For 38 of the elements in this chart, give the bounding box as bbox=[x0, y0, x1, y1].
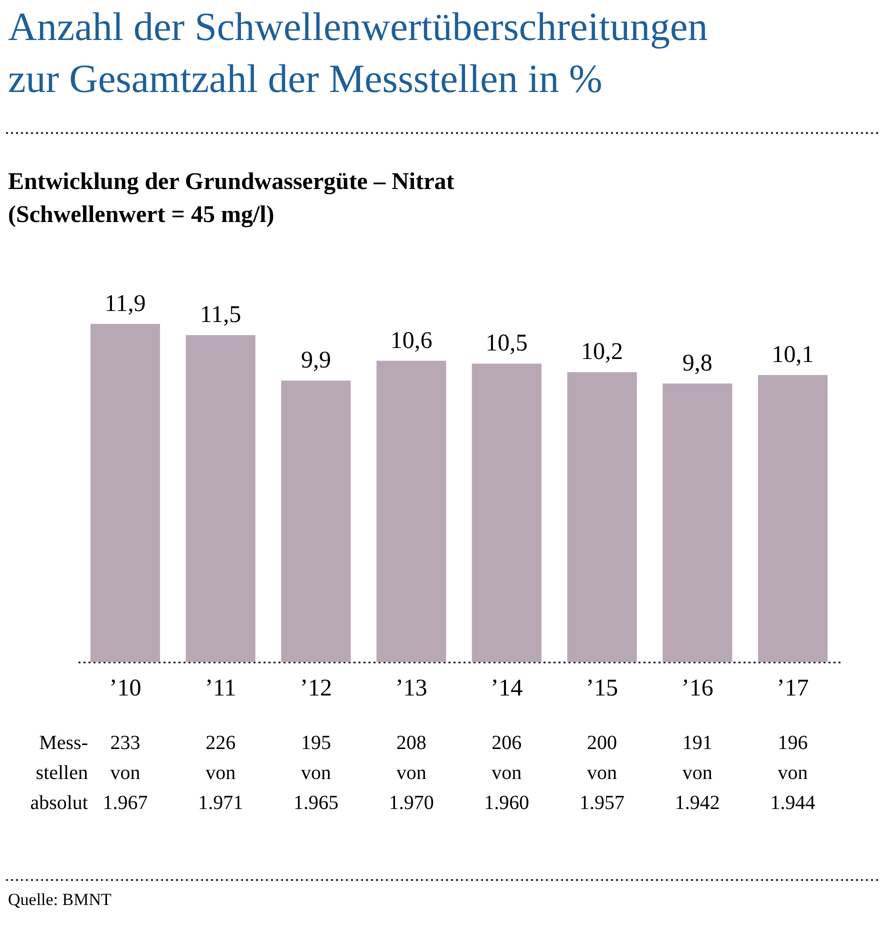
bar bbox=[472, 364, 542, 662]
x-tick-label: ’17 bbox=[776, 676, 809, 702]
x-tick-label: ’14 bbox=[490, 676, 523, 702]
text: 200 von 1.957 bbox=[580, 732, 625, 814]
x-tick-label: ’16 bbox=[681, 676, 714, 702]
bar bbox=[662, 383, 732, 662]
text: 206 von 1.960 bbox=[484, 732, 530, 814]
bar bbox=[376, 360, 446, 662]
text: 233 von 1.967 bbox=[102, 732, 148, 814]
text: 191 von 1.942 bbox=[674, 732, 720, 814]
x-tick-label: ’11 bbox=[205, 676, 236, 702]
x-tick-label: ’12 bbox=[300, 676, 332, 702]
text: Entwicklung der Grundwassergüte – Nitrat bbox=[8, 169, 454, 195]
x-tick-label: ’10 bbox=[109, 676, 142, 702]
bar bbox=[90, 324, 160, 662]
text: 196 von 1.944 bbox=[770, 732, 816, 814]
data-label: 10,5 bbox=[486, 330, 528, 357]
text: Anzahl der Schwellenwertüberschreitungen bbox=[8, 4, 708, 49]
text: zur Gesamtzahl der Messstellen in % bbox=[8, 56, 602, 101]
text: 208 von 1.970 bbox=[388, 732, 434, 814]
data-label: 10,1 bbox=[772, 342, 814, 368]
data-label: 10,6 bbox=[390, 328, 432, 354]
x-tick-label: ’15 bbox=[586, 676, 618, 702]
bar bbox=[281, 380, 351, 662]
data-label: 9,9 bbox=[300, 348, 331, 374]
text: 195 von 1.965 bbox=[293, 732, 338, 814]
bar bbox=[186, 335, 256, 662]
text: Mess- stellen absolut bbox=[30, 732, 88, 814]
source-note: Quelle: BMNT bbox=[8, 890, 112, 909]
bar bbox=[758, 374, 828, 662]
data-label: 9,8 bbox=[682, 350, 712, 376]
text: 226 von 1.971 bbox=[198, 732, 244, 814]
x-tick-label: ’13 bbox=[395, 676, 428, 702]
data-label: 11,5 bbox=[200, 302, 242, 328]
bar bbox=[567, 372, 637, 662]
data-label: 10,2 bbox=[581, 339, 624, 366]
data-label: 11,9 bbox=[104, 290, 146, 317]
text: (Schwellenwert = 45 mg/l) bbox=[8, 202, 274, 228]
